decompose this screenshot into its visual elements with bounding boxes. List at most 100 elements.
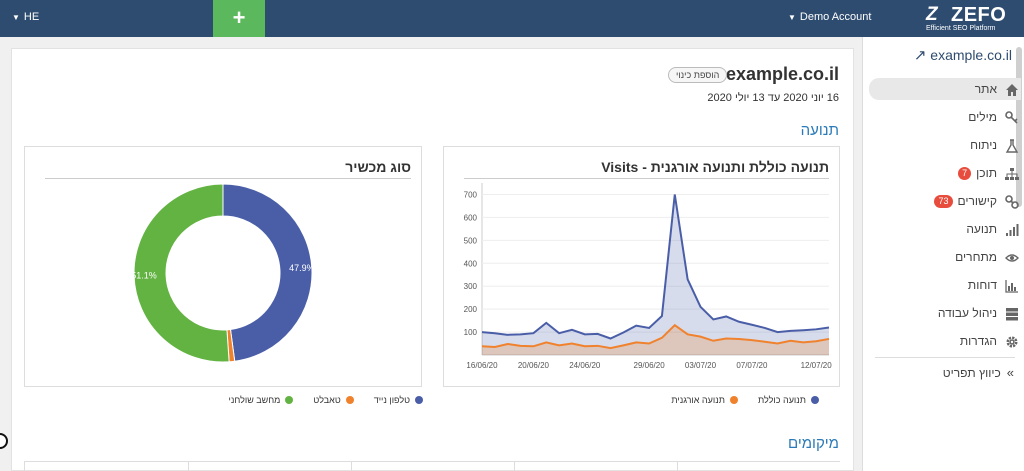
slice-label: 47.9% — [289, 263, 315, 273]
device-chart-title: סוג מכשיר — [345, 159, 411, 175]
legend-dot — [345, 396, 354, 404]
language-label: HE — [23, 11, 40, 23]
link-icon — [1005, 194, 1019, 209]
legend-label: תנועה אורגנית — [671, 395, 725, 405]
y-tick-label: 300 — [464, 282, 478, 291]
donut-slice[interactable] — [133, 183, 230, 363]
sidebar-item[interactable]: תנועה — [869, 218, 1021, 240]
sidebar-item-label: קישורים — [957, 194, 998, 208]
key-icon — [1005, 110, 1019, 124]
y-tick-label: 500 — [464, 236, 478, 245]
x-tick-label: 16/06/20 — [466, 361, 498, 370]
language-selector[interactable]: ▼ HE — [12, 11, 39, 23]
sidebar-item-label: תנועה — [966, 222, 997, 236]
caret-down-icon: ▼ — [12, 13, 20, 22]
flask-icon — [1005, 138, 1019, 153]
table-cell-divider — [351, 462, 352, 471]
collapse-menu-button[interactable]: » כיווץ תפריט — [943, 365, 1014, 380]
top-bar: ▼ HE + ▼ Demo Account Z ZEFO Efficient SEO… — [0, 0, 1024, 37]
device-donut-chart: 47.9% 51.1% — [131, 183, 315, 363]
x-tick-label: 07/07/20 — [736, 361, 768, 370]
sidebar-item-label: אתר — [974, 82, 997, 96]
slice-label: 51.1% — [131, 271, 157, 281]
sidebar-item[interactable]: תוכן 7 — [869, 162, 1021, 184]
table-cell-divider — [188, 462, 189, 471]
y-tick-label: 600 — [464, 213, 478, 222]
sidebar-item[interactable]: דוחות — [869, 274, 1021, 296]
y-tick-label: 400 — [464, 259, 478, 268]
sidebar-item[interactable]: מתחרים — [869, 246, 1021, 268]
sidebar-item-label: ניהול עבודה — [937, 306, 997, 320]
sidebar-item[interactable]: מילים — [869, 106, 1021, 128]
series-line — [481, 323, 830, 350]
account-menu[interactable]: ▼ Demo Account — [788, 11, 871, 23]
logo-tagline: Efficient SEO Platform — [926, 25, 996, 32]
caret-down-icon: ▼ — [788, 13, 796, 22]
y-tick-label: 700 — [464, 190, 478, 199]
sidebar-item-label: ניתוח — [970, 138, 997, 152]
bar-chart-icon — [1005, 278, 1019, 293]
sidebar-item-label: תוכן — [976, 166, 997, 180]
sidebar-item-label: מילים — [968, 110, 997, 124]
sidebar-item[interactable]: ניתוח — [869, 134, 1021, 156]
positions-table — [24, 461, 840, 471]
legend-dot — [729, 396, 738, 404]
collapse-label: כיווץ תפריט — [942, 366, 1001, 380]
panel-divider — [464, 178, 829, 179]
x-tick-label: 03/07/20 — [685, 361, 717, 370]
sidebar-item[interactable]: קישורים 73 — [869, 190, 1021, 212]
main-content: example.co.il הוספת כינוי 16 יוני 2020 ע… — [11, 48, 854, 471]
sidebar-item[interactable]: הגדרות — [869, 330, 1021, 352]
x-tick-label: 29/06/20 — [634, 361, 666, 370]
legend-label: טלפון נייד — [373, 395, 410, 405]
add-alias-button[interactable]: הוספת כינוי — [668, 67, 728, 83]
positions-section-title: מיקומים — [787, 435, 839, 452]
table-cell-divider — [677, 462, 678, 471]
sidebar-item[interactable]: אתר — [869, 78, 1021, 100]
sidebar-site-link[interactable]: example.co.il ↗ — [909, 46, 1012, 64]
server-icon — [1005, 306, 1019, 321]
gear-icon — [1005, 334, 1019, 348]
sitemap-icon — [1005, 166, 1019, 180]
sidebar-scrollbar[interactable] — [1016, 47, 1022, 207]
panel-divider — [45, 178, 411, 179]
sidebar-item-label: דוחות — [967, 278, 997, 292]
donut-slice[interactable] — [222, 183, 313, 362]
sidebar-item-label: מתחרים — [955, 250, 997, 264]
traffic-chart: 100 200 300 400 500 600 700 16/06/20 20/06/20 24/… — [464, 183, 833, 370]
help-button[interactable] — [0, 433, 8, 449]
sidebar-item-label: הגדרות — [959, 334, 997, 348]
y-tick-label: 100 — [464, 328, 478, 337]
count-badge: 73 — [934, 195, 953, 208]
series-area — [482, 325, 829, 355]
sidebar-item[interactable]: ניהול עבודה — [869, 302, 1021, 324]
traffic-chart-title: תנועה כוללת ותנועה אורגנית - Visits — [601, 159, 829, 175]
legend-label: תנועה כוללת — [757, 395, 806, 405]
legend-item-total[interactable]: תנועה כוללת — [758, 395, 819, 405]
home-icon — [1005, 82, 1019, 96]
legend-dot — [415, 396, 423, 404]
legend-dot — [285, 396, 294, 404]
legend-dot — [811, 396, 819, 404]
x-tick-label: 12/07/20 — [801, 361, 833, 370]
account-label: Demo Account — [799, 11, 872, 23]
logo-mark: Z — [926, 4, 938, 25]
legend-label: מחשב שולחני — [228, 395, 281, 405]
signal-icon — [1005, 222, 1019, 236]
date-range[interactable]: 16 יוני 2020 עד 13 יולי 2020 — [707, 92, 839, 104]
site-name: example.co.il — [930, 47, 1012, 63]
device-legend: טלפון נייד טאבלט מחשב שולחני — [209, 395, 423, 405]
legend-item-tablet[interactable]: טאבלט — [313, 395, 354, 405]
table-cell-divider — [514, 462, 515, 471]
page-title: example.co.il — [725, 64, 839, 84]
device-chart-panel: סוג מכשיר 47.9% 51.1% — [24, 146, 422, 387]
add-button[interactable]: + — [213, 0, 265, 37]
legend-item-mobile[interactable]: טלפון נייד — [374, 395, 423, 405]
count-badge: 7 — [958, 167, 972, 180]
legend-label: טאבלט — [313, 395, 341, 405]
sidebar: example.co.il ↗ אתר מילים ניתוח תוכן 7 קישורי… — [862, 37, 1024, 471]
legend-item-organic[interactable]: תנועה אורגנית — [671, 395, 738, 405]
x-tick-label: 24/06/20 — [569, 361, 601, 370]
legend-item-desktop[interactable]: מחשב שולחני — [229, 395, 294, 405]
traffic-section-title: תנועה — [800, 122, 839, 139]
